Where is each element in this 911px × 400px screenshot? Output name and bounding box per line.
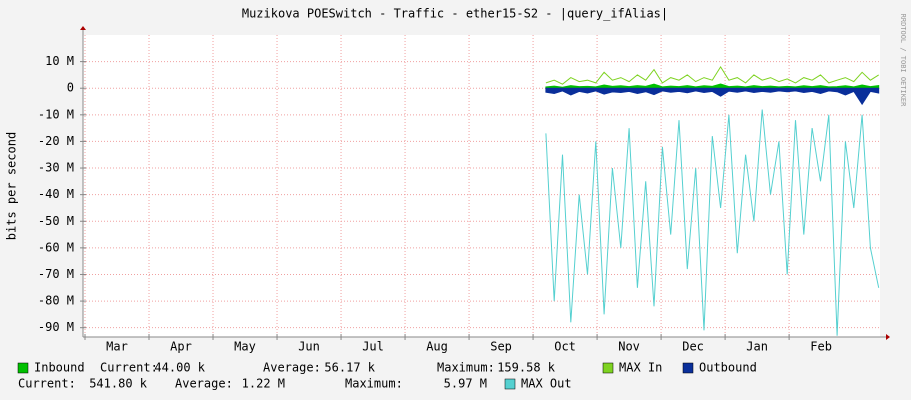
- legend-text: Outbound: [699, 361, 757, 375]
- legend-text: Current:: [18, 377, 76, 391]
- x-tick-label: Dec: [682, 340, 704, 354]
- x-tick-label: Nov: [618, 340, 640, 354]
- series-line: [545, 109, 880, 336]
- legend-text: Current:: [100, 361, 158, 375]
- y-tick-label: -70 M: [38, 267, 74, 281]
- legend-swatch: [17, 362, 29, 374]
- y-axis-label: bits per second: [5, 132, 19, 240]
- x-tick-label: Feb: [810, 340, 832, 354]
- legend-swatch: [504, 378, 516, 390]
- x-tick-label: Jun: [298, 340, 320, 354]
- x-tick-label: May: [234, 340, 256, 354]
- x-tick-label: Apr: [170, 340, 192, 354]
- legend-text: Maximum:: [437, 361, 495, 375]
- legend-swatch: [682, 362, 694, 374]
- y-tick-label: -80 M: [38, 294, 74, 308]
- x-tick-label: Sep: [490, 340, 512, 354]
- legend-swatch: [602, 362, 614, 374]
- series-line: [545, 65, 879, 85]
- legend-text: Average:: [175, 377, 233, 391]
- chart-title: Muzikova POESwitch - Traffic - ether15-S…: [242, 7, 668, 21]
- legend-text: 541.80 k: [89, 377, 148, 391]
- x-tick-label: Jan: [746, 340, 768, 354]
- series-area: [545, 87, 880, 106]
- y-tick-label: -10 M: [38, 107, 74, 121]
- legend-text: 159.58 k: [497, 361, 556, 375]
- x-tick-label: Jul: [362, 340, 384, 354]
- legend-text: Inbound: [34, 361, 85, 375]
- x-tick-label: Aug: [426, 340, 448, 354]
- legend-text: 56.17 k: [324, 361, 375, 375]
- y-tick-label: -40 M: [38, 187, 74, 201]
- legend-text: Maximum:: [345, 377, 403, 391]
- marks: [545, 65, 880, 336]
- legend-text: MAX In: [619, 361, 662, 375]
- y-tick-label: -20 M: [38, 134, 74, 148]
- y-arrow: [80, 26, 86, 30]
- legend-text: 5.97 M: [444, 377, 487, 391]
- y-tick-label: 0: [67, 81, 74, 95]
- legend-text: 1.22 M: [242, 377, 285, 391]
- legend-text: Average:: [263, 361, 321, 375]
- legend-text: 44.00 k: [154, 361, 205, 375]
- y-tick-label: -30 M: [38, 161, 74, 175]
- axes: 10 M 0 -10 M -20 M -30 M -40 M -50 M -60 M -70 M…: [38, 26, 890, 354]
- watermark: RRDTOOL / TOBI OETIKER: [899, 14, 907, 108]
- x-tick-label: Mar: [106, 340, 128, 354]
- x-arrow: [886, 334, 890, 340]
- x-tick-label: Oct: [554, 340, 576, 354]
- y-tick-label: -50 M: [38, 214, 74, 228]
- y-tick-label: 10 M: [45, 54, 74, 68]
- y-tick-label: -90 M: [38, 320, 74, 334]
- grid: [83, 35, 880, 337]
- legend-text: MAX Out: [521, 377, 572, 391]
- series-area: [545, 83, 880, 89]
- y-tick-label: -60 M: [38, 240, 74, 254]
- legend: Inbound Current:44.00 k Average: 56.17 k Max…: [17, 361, 757, 391]
- plot-area: [83, 35, 880, 337]
